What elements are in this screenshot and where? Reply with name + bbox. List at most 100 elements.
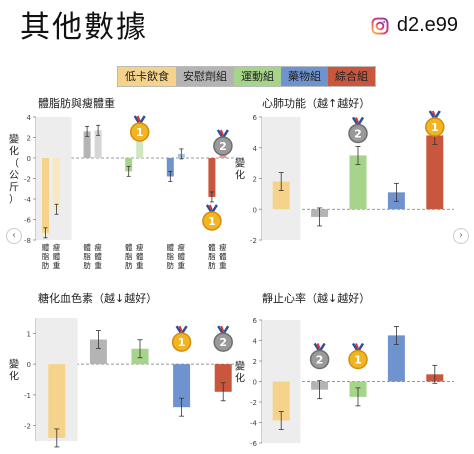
- bar: [83, 131, 91, 158]
- bar: [208, 158, 216, 197]
- medal-icon: 1: [425, 110, 445, 137]
- y-tick-label: -1: [24, 392, 31, 400]
- medal-rank: 2: [219, 140, 227, 153]
- x-category-label-char: 瘦: [94, 242, 102, 252]
- x-category-label-char: 脂: [208, 251, 216, 261]
- medal-icon: 1: [129, 115, 150, 142]
- nav-right-button[interactable]: ›: [453, 228, 469, 244]
- bar: [426, 135, 444, 210]
- chart-panel-2: 糖化血色素（越↓越好） -2 -1 0 1 變化 1 2: [9, 291, 244, 448]
- bar: [387, 335, 405, 382]
- x-category-label-char: 體: [219, 251, 227, 261]
- y-tick-label: -2: [250, 237, 257, 245]
- y-tick-label: -6: [250, 440, 258, 448]
- x-category-label-char: 體: [136, 251, 144, 261]
- bar: [349, 155, 367, 210]
- medal-icon: 2: [213, 129, 233, 156]
- brand[interactable]: d2.e99: [371, 14, 458, 37]
- x-category-label-char: 瘦: [219, 242, 227, 252]
- medal-rank: 1: [178, 336, 186, 349]
- x-category-label-char: 瘦: [53, 242, 61, 252]
- medal-icon: 2: [348, 116, 368, 144]
- bar: [136, 132, 144, 158]
- bar: [94, 130, 102, 158]
- x-category-label-char: 脂: [167, 251, 175, 261]
- bar: [53, 158, 60, 210]
- y-tick-label: 0: [27, 361, 31, 369]
- y-axis-label-char: （: [9, 158, 19, 170]
- y-tick-label: -2: [24, 423, 31, 431]
- y-tick-label: 2: [253, 176, 257, 184]
- y-tick-label: 2: [253, 358, 257, 366]
- y-tick-label: 0: [27, 155, 31, 163]
- x-category-label-char: 重: [53, 261, 61, 270]
- legend-item: 安慰劑組: [176, 67, 234, 86]
- medal-rank: 1: [136, 126, 144, 139]
- x-category-label-char: 重: [178, 261, 186, 270]
- x-category-label-char: 肪: [125, 260, 133, 270]
- x-category-label-char: 脂: [42, 251, 50, 261]
- medal-rank: 2: [354, 127, 362, 140]
- legend: 低卡飲食 安慰劑組 運動組 藥物組 綜合組: [117, 66, 376, 87]
- x-category-label-char: 重: [136, 261, 144, 270]
- chart-title: 心肺功能（越↑越好）: [262, 96, 370, 110]
- y-axis-label-char: 變: [9, 358, 19, 371]
- x-category-label-char: 肪: [167, 260, 175, 270]
- y-tick-label: 4: [27, 114, 32, 122]
- chart-panel-0: 體脂肪與瘦體重-8-6-4-2024變化（公斤）體脂肪瘦體重體脂肪瘦體重體脂肪瘦…: [9, 96, 244, 270]
- x-category-label-char: 肪: [83, 260, 91, 270]
- x-category-label-char: 體: [83, 242, 91, 252]
- bar: [42, 158, 49, 233]
- y-tick-label: 0: [253, 379, 257, 387]
- y-tick-label: -2: [24, 176, 31, 184]
- y-axis-label-char: 化: [235, 169, 245, 182]
- page-title: 其他數據: [20, 10, 148, 45]
- y-tick-label: 6: [253, 114, 258, 122]
- bar: [89, 339, 107, 365]
- x-category-label-char: 體: [167, 242, 175, 252]
- y-axis-label-char: 斤: [9, 182, 19, 194]
- bar: [272, 181, 290, 210]
- medal-rank: 1: [354, 354, 362, 367]
- x-category-label-char: 體: [42, 242, 50, 252]
- medal-rank: 2: [219, 336, 227, 349]
- y-axis-label-char: 變: [235, 360, 245, 373]
- chart-title: 體脂肪與瘦體重: [38, 96, 115, 110]
- legend-item: 綜合組: [328, 67, 375, 86]
- y-tick-label: 1: [27, 330, 31, 338]
- x-category-label-char: 體: [94, 251, 102, 261]
- y-axis-label-char: 變: [9, 133, 19, 146]
- y-axis-label-char: 化: [235, 372, 245, 385]
- nav-left-button[interactable]: ‹: [6, 228, 22, 244]
- medal-icon: 2: [213, 325, 233, 352]
- y-tick-label: -8: [24, 237, 31, 245]
- y-tick-label: 0: [253, 206, 257, 214]
- bar: [166, 158, 174, 177]
- x-category-label-char: 體: [125, 242, 133, 252]
- y-tick-label: 6: [253, 317, 258, 325]
- y-tick-label: -2: [250, 399, 257, 407]
- y-tick-label: -4: [250, 420, 258, 428]
- y-tick-label: 4: [253, 145, 258, 153]
- medal-icon: 1: [171, 325, 192, 352]
- bar: [48, 364, 66, 438]
- medal-icon: 2: [309, 342, 330, 370]
- x-category-label-char: 肪: [42, 260, 50, 270]
- x-category-label-char: 重: [219, 261, 227, 270]
- y-axis-label-char: ）: [9, 194, 19, 206]
- legend-item: 低卡飲食: [118, 67, 176, 86]
- medal-icon: 1: [202, 204, 222, 231]
- medal-rank: 1: [208, 215, 216, 228]
- bar: [173, 364, 191, 408]
- chart-title: 靜止心率（越↓越好）: [262, 291, 370, 305]
- x-category-label-char: 瘦: [178, 242, 186, 252]
- medal-rank: 2: [316, 354, 324, 367]
- y-tick-label: 4: [253, 338, 258, 346]
- x-category-label-char: 體: [53, 251, 61, 261]
- bar: [272, 381, 290, 421]
- x-category-label-char: 瘦: [136, 242, 144, 252]
- x-category-label-char: 脂: [125, 251, 133, 261]
